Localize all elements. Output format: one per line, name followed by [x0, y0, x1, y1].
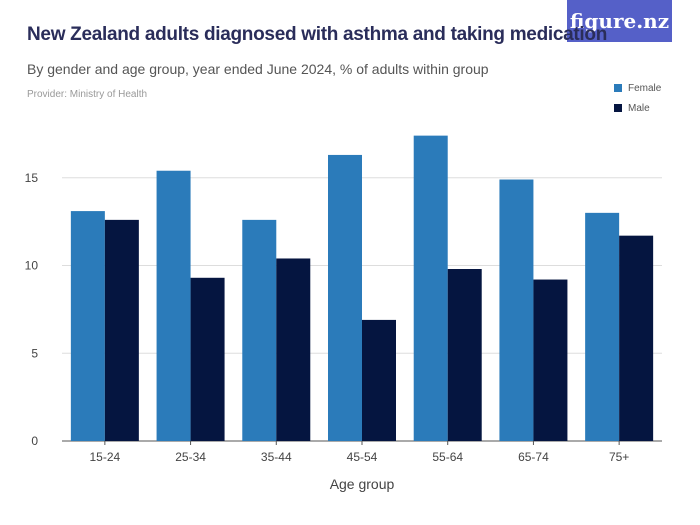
bar-female-75+ [585, 212, 620, 441]
legend-swatch-female [614, 84, 622, 92]
x-tick-label: 35-44 [261, 450, 292, 464]
x-tick-label: 45-54 [347, 450, 378, 464]
figure-nz-logo[interactable]: figure.nz [567, 0, 672, 42]
bar-female-25-34 [156, 170, 191, 442]
legend-item-male: Male [614, 98, 661, 118]
y-tick-label: 0 [31, 434, 38, 448]
bar-male-35-44 [276, 258, 311, 441]
x-tick-label: 15-24 [90, 450, 121, 464]
legend-swatch-male [614, 104, 622, 112]
y-tick-label: 15 [25, 171, 39, 185]
bar-female-15-24 [70, 211, 105, 441]
legend-item-female: Female [614, 78, 661, 98]
chart-title: New Zealand adults diagnosed with asthma… [27, 24, 608, 45]
x-tick-label: 25-34 [175, 450, 206, 464]
provider-text: Provider: Ministry of Health [27, 89, 148, 100]
bar-female-35-44 [242, 219, 277, 441]
chart-subtitle: By gender and age group, year ended June… [27, 61, 489, 77]
bar-female-65-74 [499, 179, 534, 441]
y-tick-label: 5 [31, 346, 38, 360]
bar-male-75+ [619, 235, 654, 441]
y-tick-label: 10 [25, 259, 39, 273]
bar-male-45-54 [362, 319, 396, 441]
bar-female-45-54 [328, 154, 362, 441]
bar-male-55-64 [447, 269, 482, 441]
bar-female-55-64 [413, 135, 448, 441]
legend: Female Male [614, 78, 661, 118]
bar-male-65-74 [533, 279, 568, 441]
x-axis-label: Age group [330, 476, 395, 492]
x-tick-label: 65-74 [518, 450, 549, 464]
bar-male-15-24 [104, 219, 139, 441]
bar-male-25-34 [190, 277, 225, 441]
x-tick-label: 55-64 [432, 450, 463, 464]
x-tick-label: 75+ [609, 450, 629, 464]
legend-label: Female [628, 82, 662, 94]
legend-label: Male [628, 102, 650, 114]
